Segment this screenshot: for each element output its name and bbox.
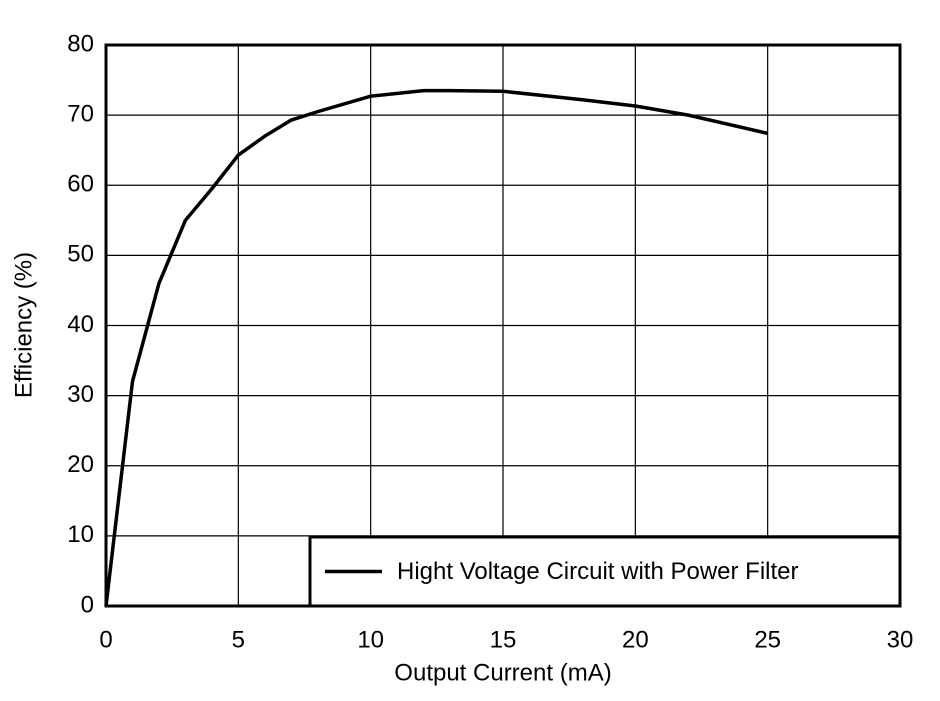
y-tick-label: 50 xyxy=(67,241,94,268)
x-tick-label: 5 xyxy=(232,626,245,653)
x-tick-label: 30 xyxy=(887,626,914,653)
y-tick-label: 40 xyxy=(67,311,94,338)
y-tick-label: 60 xyxy=(67,171,94,198)
y-tick-label: 70 xyxy=(67,100,94,127)
y-tick-label: 80 xyxy=(67,30,94,57)
x-tick-label: 0 xyxy=(99,626,112,653)
x-tick-label: 10 xyxy=(357,626,384,653)
x-tick-label: 20 xyxy=(622,626,649,653)
y-tick-label: 0 xyxy=(81,591,94,618)
x-tick-label: 15 xyxy=(490,626,517,653)
x-axis-label: Output Current (mA) xyxy=(394,659,611,686)
x-tick-label: 25 xyxy=(754,626,781,653)
legend-box xyxy=(308,535,902,608)
legend-label: Hight Voltage Circuit with Power Filter xyxy=(397,558,798,585)
y-tick-label: 30 xyxy=(67,381,94,408)
y-tick-label: 20 xyxy=(67,451,94,478)
line-series xyxy=(104,88,769,607)
y-tick-label: 10 xyxy=(67,521,94,548)
y-axis-label: Efficiency (%) xyxy=(10,252,37,398)
